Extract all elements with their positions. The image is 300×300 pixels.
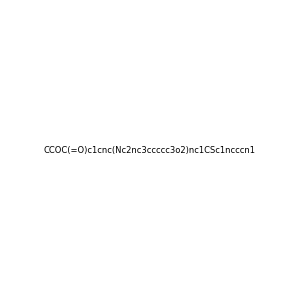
Text: CCOC(=O)c1cnc(Nc2nc3ccccc3o2)nc1CSc1ncccn1: CCOC(=O)c1cnc(Nc2nc3ccccc3o2)nc1CSc1nccc…: [44, 146, 256, 154]
